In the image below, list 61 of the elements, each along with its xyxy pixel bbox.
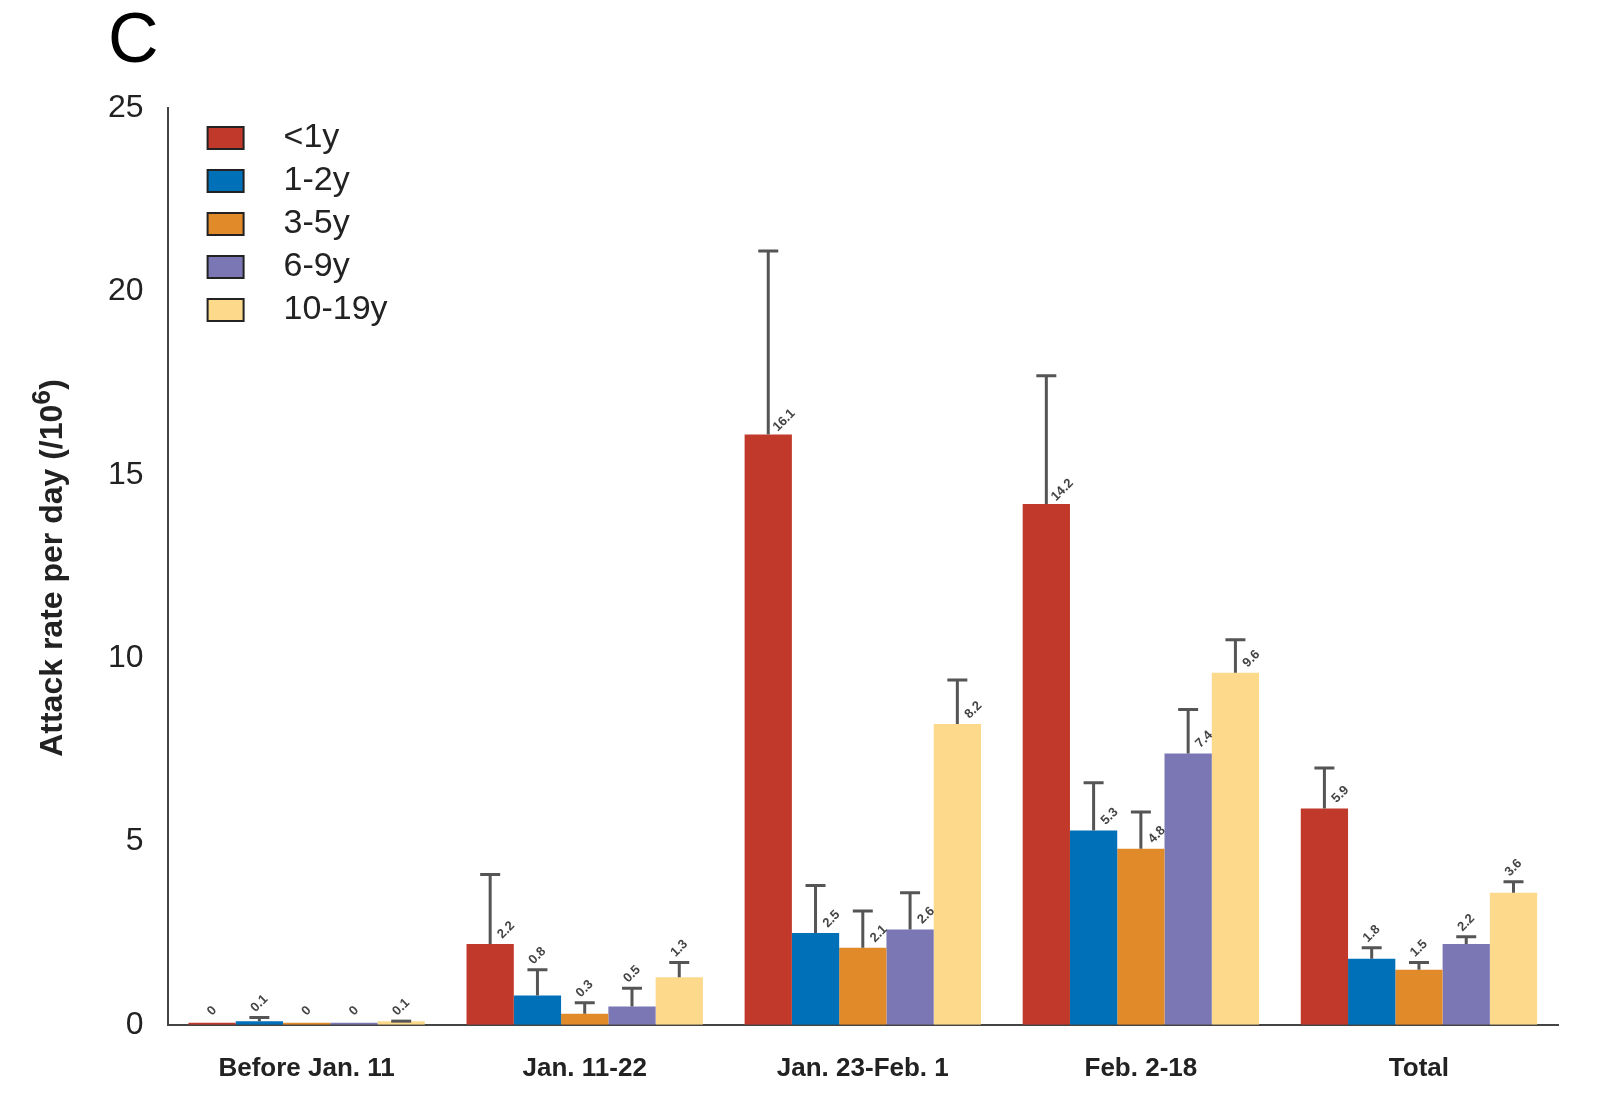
bar [886, 929, 934, 1025]
bar [1348, 958, 1396, 1025]
data-label: 1.3 [666, 936, 691, 960]
data-label: 5.9 [1328, 782, 1352, 806]
y-tick-label: 25 [108, 87, 144, 124]
data-label: 16.1 [769, 405, 798, 434]
bar [1300, 808, 1349, 1025]
data-label: 0.1 [388, 994, 413, 1019]
data-label: 4.8 [1144, 822, 1168, 846]
data-label: 2.2 [1453, 910, 1478, 934]
y-tick-label: 10 [108, 637, 144, 674]
bar [1117, 848, 1165, 1025]
bar [1022, 504, 1070, 1025]
bar [466, 944, 514, 1025]
legend-label: 3-5y [283, 202, 350, 241]
bar [1489, 892, 1538, 1025]
x-tick-label: Jan. 11-22 [522, 1051, 647, 1082]
legend-label: <1y [283, 116, 340, 155]
data-label: 5.3 [1097, 804, 1121, 828]
data-label: 9.6 [1239, 646, 1263, 670]
bar [744, 434, 792, 1025]
x-tick-label: Before Jan. 11 [218, 1051, 395, 1082]
data-label: 0 [203, 1002, 220, 1019]
data-label: 0 [298, 1002, 314, 1019]
bar [1211, 672, 1260, 1025]
legend-label: 10-19y [283, 288, 388, 327]
bar [1069, 830, 1118, 1025]
bar [608, 1006, 656, 1025]
data-label: 0 [345, 1002, 362, 1019]
bar [791, 933, 840, 1025]
bar [561, 1013, 609, 1025]
data-label: 2.5 [819, 906, 843, 931]
data-label: 1.5 [1406, 936, 1430, 960]
legend-label: 6-9y [283, 245, 350, 284]
y-tick-label: 0 [125, 1004, 144, 1041]
data-label: 2.6 [913, 903, 938, 927]
data-label: 1.8 [1359, 921, 1383, 945]
data-label: 2.2 [493, 917, 518, 942]
data-label: 2.1 [866, 921, 890, 945]
x-tick-label: Jan. 23-Feb. 1 [776, 1051, 949, 1082]
y-tick-label: 20 [108, 271, 144, 308]
bar [1164, 753, 1212, 1025]
y-tick-label: 15 [108, 454, 144, 491]
bar [933, 724, 981, 1025]
data-label: 3.6 [1501, 855, 1525, 879]
data-label: 7.4 [1191, 726, 1216, 751]
bar [655, 977, 703, 1025]
x-tick-label: Feb. 2-18 [1084, 1051, 1198, 1082]
data-label: 0.8 [525, 943, 549, 967]
text: C [108, 0, 159, 78]
bar [839, 947, 887, 1025]
x-tick-label: Total [1388, 1051, 1450, 1082]
y-tick-label: 5 [125, 821, 144, 858]
data-label: 0.3 [572, 976, 596, 1000]
bar [513, 995, 562, 1025]
bar [1395, 969, 1443, 1025]
data-label: 0.1 [247, 991, 271, 1015]
data-label: 8.2 [961, 697, 985, 722]
bar [1442, 944, 1490, 1025]
legend-label: 1-2y [283, 159, 350, 198]
data-label: 0.5 [619, 961, 644, 986]
